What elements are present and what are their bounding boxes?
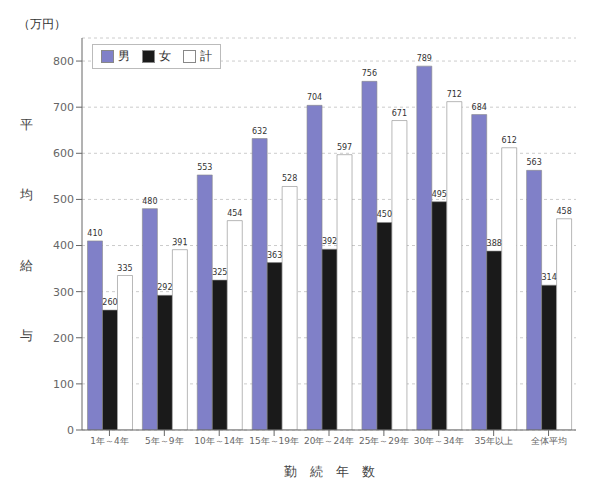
svg-text:335: 335	[117, 264, 132, 273]
svg-text:325: 325	[212, 268, 227, 277]
svg-text:全体平均: 全体平均	[531, 436, 567, 446]
svg-text:600: 600	[53, 147, 74, 160]
svg-text:410: 410	[87, 229, 102, 238]
svg-text:10年～14年: 10年～14年	[194, 436, 244, 446]
svg-text:平: 平	[20, 117, 33, 132]
svg-text:300: 300	[53, 286, 74, 299]
svg-text:1年～4年: 1年～4年	[90, 436, 128, 446]
svg-text:712: 712	[447, 90, 462, 99]
svg-text:480: 480	[142, 197, 157, 206]
svg-text:704: 704	[307, 93, 322, 102]
svg-text:35年以上: 35年以上	[474, 436, 512, 446]
svg-text:30年～34年: 30年～34年	[414, 436, 464, 446]
svg-text:789: 789	[417, 54, 432, 63]
svg-text:15年～19年: 15年～19年	[249, 436, 299, 446]
svg-text:612: 612	[502, 136, 517, 145]
svg-text:与: 与	[20, 328, 33, 343]
svg-text:553: 553	[197, 163, 212, 172]
html-text:（万円）: （万円）	[18, 17, 66, 31]
svg-text:454: 454	[227, 209, 242, 218]
svg-text:700: 700	[53, 101, 74, 114]
svg-text:100: 100	[53, 378, 74, 391]
svg-text:20年～24年: 20年～24年	[304, 436, 354, 446]
svg-text:450: 450	[377, 210, 392, 219]
svg-text:391: 391	[172, 238, 187, 247]
svg-text:671: 671	[392, 109, 407, 118]
svg-text:500: 500	[53, 193, 74, 206]
svg-text:597: 597	[337, 143, 352, 152]
svg-text:400: 400	[53, 239, 74, 252]
svg-text:均: 均	[19, 187, 33, 202]
html-text:女: 女	[159, 49, 171, 63]
svg-text:684: 684	[472, 103, 487, 112]
svg-text:800: 800	[53, 55, 74, 68]
svg-text:5年～9年: 5年～9年	[145, 436, 183, 446]
svg-text:0: 0	[67, 424, 74, 437]
svg-text:勤 続 年 数: 勤 続 年 数	[284, 464, 375, 479]
svg-text:458: 458	[556, 207, 571, 216]
html-text:男: 男	[118, 49, 130, 63]
svg-text:給: 給	[19, 258, 33, 273]
svg-text:200: 200	[53, 332, 74, 345]
svg-text:388: 388	[487, 239, 502, 248]
svg-text:363: 363	[267, 251, 282, 260]
html-text:計: 計	[200, 49, 212, 63]
svg-text:392: 392	[322, 237, 337, 246]
svg-text:292: 292	[157, 283, 172, 292]
svg-text:632: 632	[252, 127, 267, 136]
svg-text:25年～29年: 25年～29年	[359, 436, 409, 446]
svg-text:563: 563	[526, 158, 541, 167]
svg-text:314: 314	[541, 273, 556, 282]
svg-text:260: 260	[102, 298, 117, 307]
svg-text:495: 495	[432, 190, 447, 199]
svg-text:528: 528	[282, 174, 297, 183]
svg-text:756: 756	[362, 69, 377, 78]
